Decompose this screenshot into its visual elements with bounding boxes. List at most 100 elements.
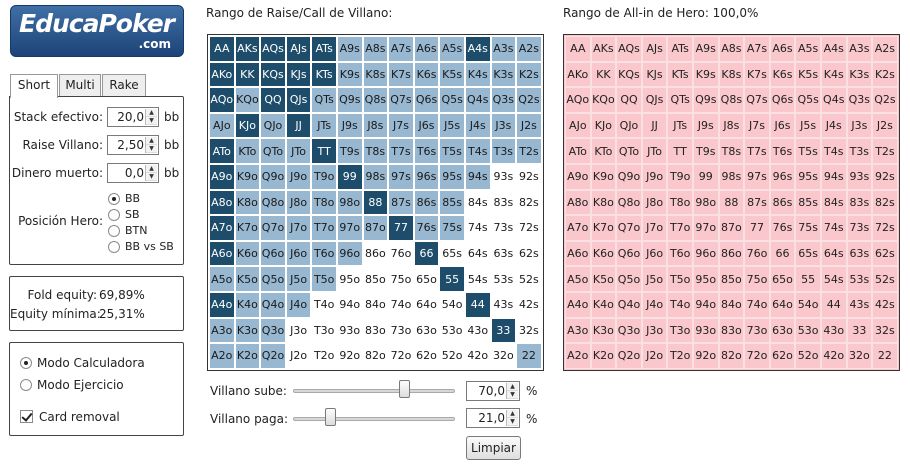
hero-hand-cell[interactable]: Q3s [846, 87, 873, 113]
villain-hand-cell[interactable]: 63s [490, 240, 517, 267]
villain-hand-cell[interactable]: A7o [209, 215, 235, 241]
hero-hand-cell[interactable]: K4o [590, 291, 617, 318]
hero-hand-cell[interactable]: 73o [744, 317, 770, 344]
hero-hand-cell[interactable]: A5o [565, 266, 591, 292]
villain-hand-cell[interactable]: J7o [285, 215, 312, 241]
hero-hand-cell[interactable]: J2s [872, 112, 898, 139]
villain-hand-cell[interactable]: 87o [362, 215, 389, 241]
villain-hand-cell[interactable]: T6s [413, 138, 440, 164]
villain-hand-cell[interactable]: 86s [413, 189, 440, 216]
hero-hand-cell[interactable]: QTo [616, 138, 642, 164]
villain-hand-cell[interactable]: JJ [285, 112, 312, 139]
villain-hand-cell[interactable]: J3s [490, 112, 517, 139]
villain-hand-cell[interactable]: 82s [516, 189, 542, 216]
villain-hand-cell[interactable]: J8o [285, 189, 312, 216]
villain-call-input[interactable]: 21,0 ▲ ▼ [466, 408, 520, 428]
hero-hand-cell[interactable]: T7s [744, 138, 770, 164]
hero-hand-cell[interactable]: K3s [846, 61, 873, 88]
villain-hand-cell[interactable]: Q6o [260, 240, 286, 267]
villain-hand-cell[interactable]: K9s [336, 61, 363, 88]
hero-hand-cell[interactable]: K9s [692, 61, 719, 88]
hero-hand-cell[interactable]: T2s [872, 138, 898, 164]
hero-hand-cell[interactable]: A3o [565, 317, 591, 344]
villain-hand-cell[interactable]: 72s [516, 215, 542, 241]
villain-hand-cell[interactable]: 75s [439, 215, 465, 241]
hero-hand-cell[interactable]: A3s [846, 36, 873, 62]
raise-pct-down-icon[interactable]: ▼ [507, 391, 518, 399]
villain-hand-cell[interactable]: Q5o [260, 266, 286, 292]
villain-hand-cell[interactable]: J5o [285, 266, 312, 292]
villain-hand-cell[interactable]: QTo [260, 138, 286, 164]
villain-hand-cell[interactable]: 44 [464, 291, 491, 318]
hero-hand-cell[interactable]: 62o [769, 343, 796, 369]
card-removal-option[interactable]: Card removal [20, 409, 120, 424]
villain-hand-cell[interactable]: 76o [388, 240, 414, 267]
villain-hand-cell[interactable]: J6o [285, 240, 312, 267]
villain-raise-input[interactable]: 70,0 ▲ ▼ [466, 381, 520, 401]
villain-hand-cell[interactable]: 73s [490, 215, 517, 241]
villain-hand-cell[interactable]: Q2s [516, 87, 542, 113]
villain-hand-cell[interactable]: T3s [490, 138, 517, 164]
villain-hand-cell[interactable]: 76s [413, 215, 440, 241]
hero-hand-cell[interactable]: J7s [744, 112, 770, 139]
hero-hand-cell[interactable]: Q8o [616, 189, 642, 216]
hero-hand-cell[interactable]: 42o [820, 343, 847, 369]
hero-hand-cell[interactable]: 83o [718, 317, 745, 344]
hero-hand-cell[interactable]: J4o [641, 291, 668, 318]
villain-raise-slider-track[interactable] [293, 389, 455, 393]
hero-hand-cell[interactable]: 83s [846, 189, 873, 216]
villain-hand-cell[interactable]: JTo [285, 138, 312, 164]
hero-hand-cell[interactable]: 42s [872, 291, 898, 318]
hero-hand-cell[interactable]: A7s [744, 36, 770, 62]
hero-hand-cell[interactable]: A6o [565, 240, 591, 267]
hero-hand-cell[interactable]: T7o [667, 215, 693, 241]
hero-hand-cell[interactable]: KQs [616, 61, 642, 88]
hero-hand-cell[interactable]: J9s [692, 112, 719, 139]
hero-hand-cell[interactable]: 65s [795, 240, 821, 267]
hero-hand-cell[interactable]: Q9s [692, 87, 719, 113]
hero-hand-cell[interactable]: J2o [641, 343, 668, 369]
villain-hand-cell[interactable]: 73o [388, 317, 414, 344]
hero-hand-cell[interactable]: A4s [820, 36, 847, 62]
hero-hand-cell[interactable]: 32s [872, 317, 898, 344]
villain-hand-cell[interactable]: 52o [439, 343, 465, 369]
villain-hand-cell[interactable]: J2s [516, 112, 542, 139]
hero-hand-cell[interactable]: K6s [769, 61, 796, 88]
villain-hand-cell[interactable]: J2o [285, 343, 312, 369]
hero-hand-cell[interactable]: 44 [820, 291, 847, 318]
hero-hand-cell[interactable]: 76s [769, 215, 796, 241]
villain-hand-cell[interactable]: A3s [490, 36, 517, 62]
villain-hand-cell[interactable]: Q8s [362, 87, 389, 113]
villain-hand-cell[interactable]: AQs [260, 36, 286, 62]
villain-hand-cell[interactable]: K8s [362, 61, 389, 88]
villain-hand-cell[interactable]: 75o [388, 266, 414, 292]
villain-hand-cell[interactable]: KK [234, 61, 261, 88]
villain-hand-cell[interactable]: 77 [388, 215, 414, 241]
hero-hand-cell[interactable]: 95s [795, 163, 821, 190]
hero-hand-cell[interactable]: Q7s [744, 87, 770, 113]
hero-hand-cell[interactable]: Q6s [769, 87, 796, 113]
hero-hand-cell[interactable]: 98o [692, 189, 719, 216]
hero-hand-cell[interactable]: 43o [820, 317, 847, 344]
villain-hand-cell[interactable]: J8s [362, 112, 389, 139]
stack-input[interactable]: 20,0 ▲ ▼ [107, 107, 159, 127]
villain-hand-cell[interactable]: 94s [464, 163, 491, 190]
hero-hand-cell[interactable]: 52o [795, 343, 821, 369]
villain-hand-cell[interactable]: Q3s [490, 87, 517, 113]
hero-hand-cell[interactable]: A5s [795, 36, 821, 62]
stack-up-icon[interactable]: ▲ [146, 109, 157, 117]
hero-hand-cell[interactable]: T2o [667, 343, 693, 369]
villain-hand-cell[interactable]: 65s [439, 240, 465, 267]
hero-hand-cell[interactable]: 75s [795, 215, 821, 241]
hero-hand-cell[interactable]: QQ [616, 87, 642, 113]
clear-button[interactable]: Limpiar [466, 436, 521, 460]
villain-hand-cell[interactable]: A5o [209, 266, 235, 292]
villain-hand-cell[interactable]: 82o [362, 343, 389, 369]
hero-hand-cell[interactable]: AQo [565, 87, 591, 113]
villain-hand-cell[interactable]: 94o [336, 291, 363, 318]
villain-hand-cell[interactable]: 53s [490, 266, 517, 292]
villain-hand-cell[interactable]: TT [311, 138, 337, 164]
villain-hand-cell[interactable]: 54s [464, 266, 491, 292]
villain-raise-slider-thumb[interactable] [398, 380, 410, 398]
villain-hand-cell[interactable]: A2s [516, 36, 542, 62]
